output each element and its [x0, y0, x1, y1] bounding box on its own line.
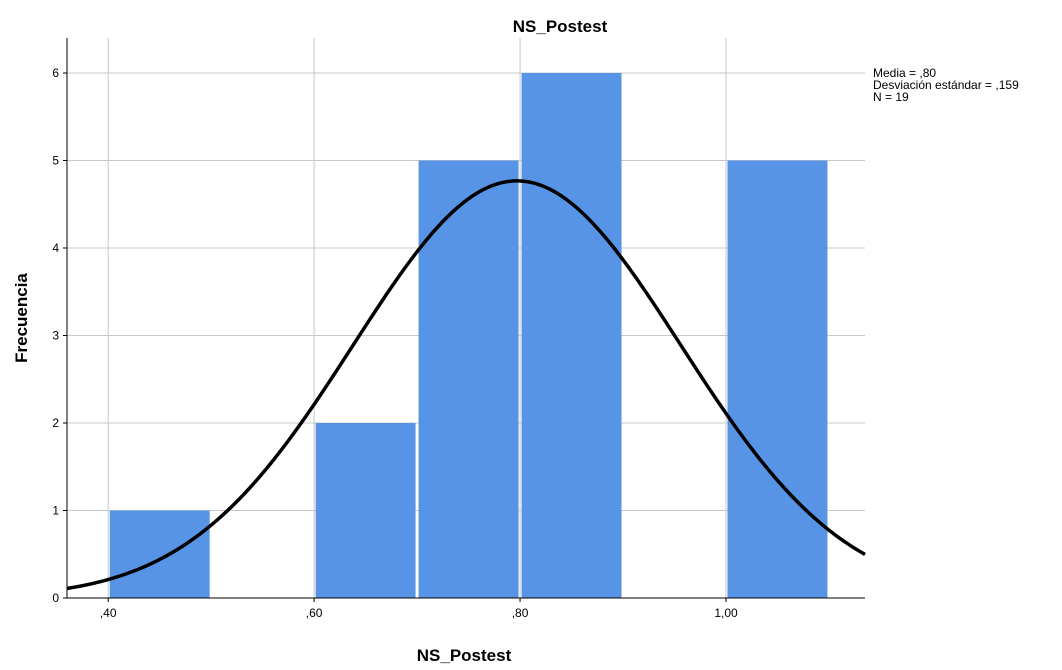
axes [63, 38, 865, 602]
stats-n: N = 19 [873, 90, 909, 104]
stats-box: Media = ,80 Desviación estándar = ,159 N… [873, 66, 1019, 104]
histogram-bar [727, 160, 828, 598]
normal-curve-layer [66, 179, 866, 591]
y-tick-label: 4 [52, 241, 59, 255]
x-tick-label: 1,00 [714, 606, 738, 620]
histogram-bars [109, 73, 828, 598]
y-tick-labels: 0 1 2 3 4 5 6 [52, 66, 59, 605]
histogram-bar [109, 510, 210, 598]
x-tick-label: ,40 [100, 606, 117, 620]
stats-std-dev: Desviación estándar = ,159 [873, 78, 1019, 92]
histogram-bar [521, 73, 622, 598]
x-tick-label: ,80 [512, 606, 529, 620]
y-tick-label: 0 [52, 591, 59, 605]
chart-title: NS_Postest [513, 17, 608, 36]
histogram-bar [418, 160, 519, 598]
y-tick-label: 5 [52, 154, 59, 168]
y-tick-label: 6 [52, 66, 59, 80]
stats-mean: Media = ,80 [873, 66, 936, 80]
y-tick-label: 3 [52, 329, 59, 343]
x-tick-label: ,60 [306, 606, 323, 620]
x-axis-title: NS_Postest [417, 646, 512, 665]
y-tick-label: 2 [52, 416, 59, 430]
x-tick-labels: ,40 ,60 ,80 1,00 [100, 606, 738, 620]
histogram-bar [315, 423, 416, 598]
y-axis-title: Frecuencia [12, 273, 31, 363]
normal-curve [66, 179, 866, 591]
y-tick-label: 1 [52, 504, 59, 518]
